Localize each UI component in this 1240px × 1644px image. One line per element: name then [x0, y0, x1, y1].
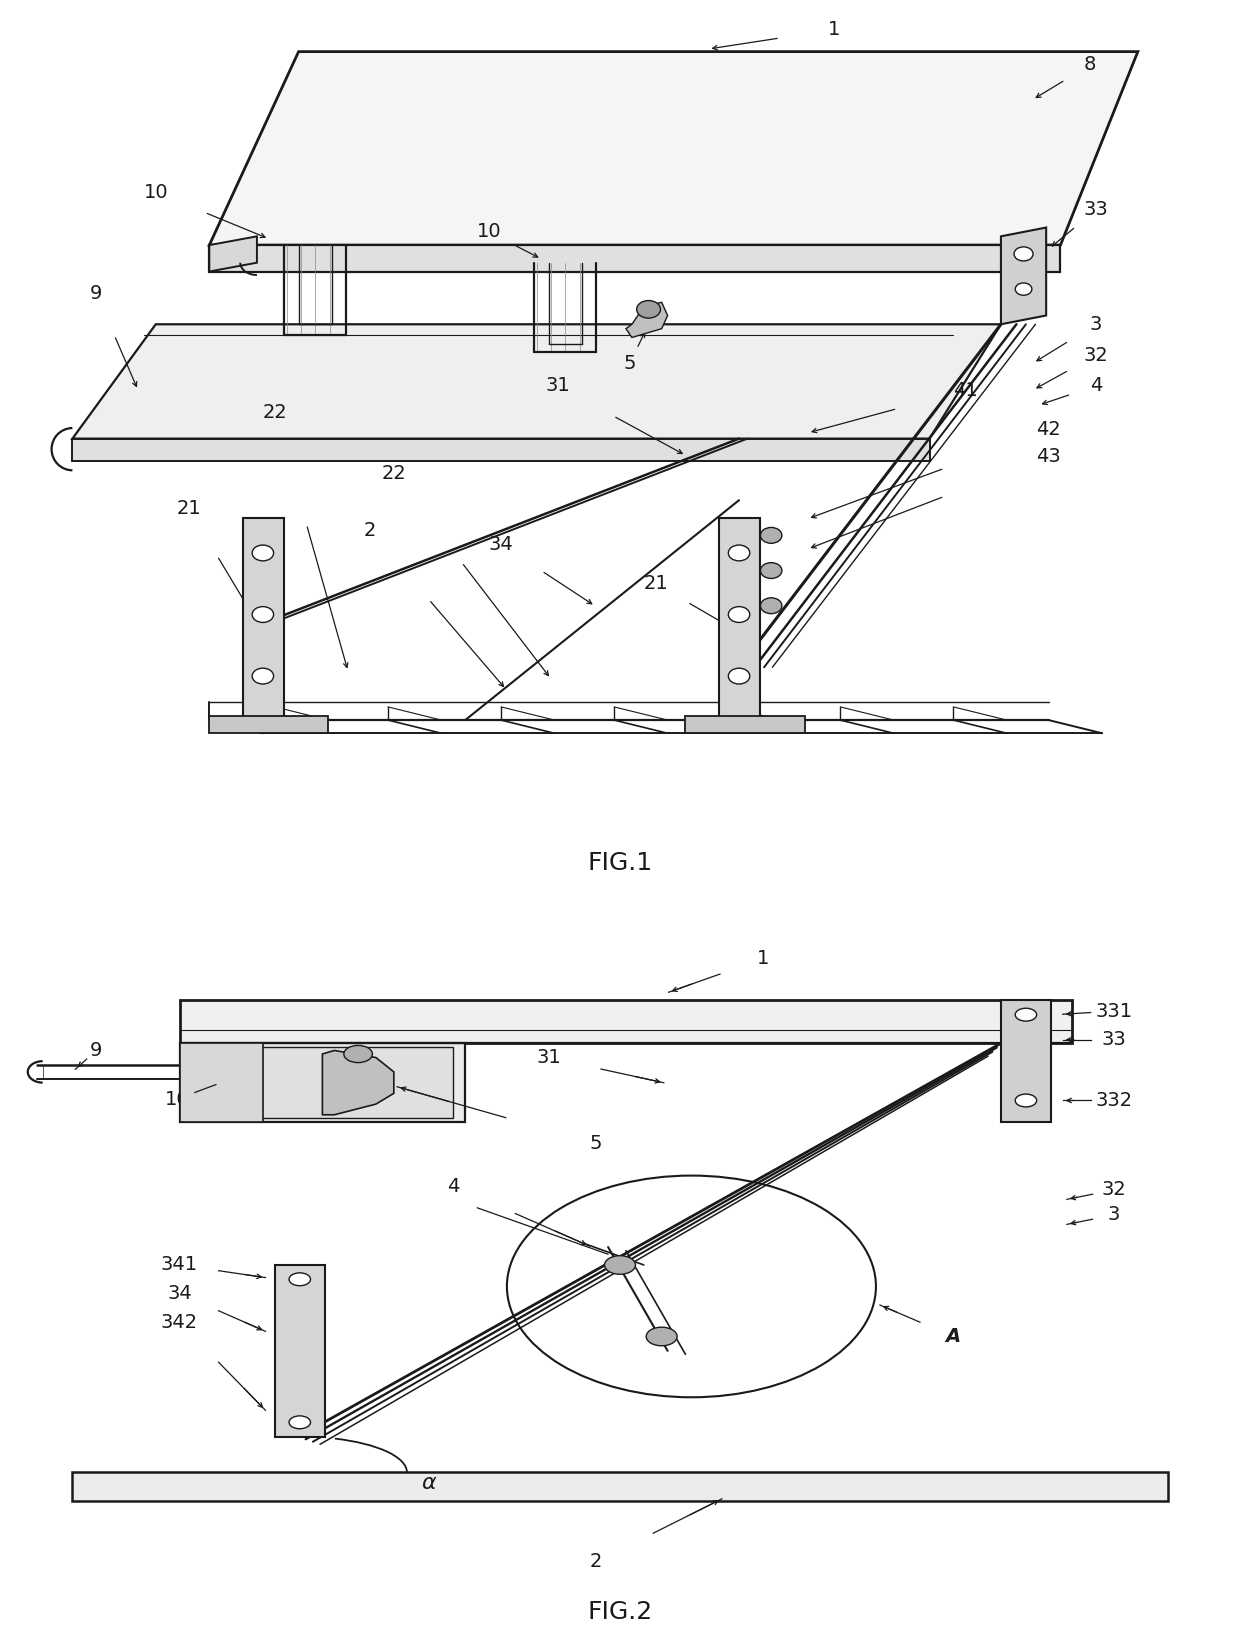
Text: 331: 331 [1095, 1001, 1132, 1021]
Circle shape [728, 667, 750, 684]
Text: 4: 4 [1090, 376, 1102, 395]
Text: 10: 10 [144, 182, 169, 202]
Text: 9: 9 [91, 1041, 103, 1060]
Text: FIG.2: FIG.2 [588, 1600, 652, 1624]
Polygon shape [210, 245, 1060, 271]
Text: 341: 341 [161, 1256, 198, 1274]
Polygon shape [180, 1044, 263, 1121]
Text: FIG.1: FIG.1 [588, 850, 652, 875]
Text: 34: 34 [167, 1284, 192, 1304]
Circle shape [605, 1256, 635, 1274]
Text: 22: 22 [263, 403, 288, 423]
Polygon shape [626, 302, 667, 337]
Text: 33: 33 [1101, 1031, 1126, 1049]
Text: 42: 42 [1037, 421, 1061, 439]
Polygon shape [210, 51, 1138, 245]
Polygon shape [275, 1264, 325, 1437]
Polygon shape [72, 1473, 1168, 1501]
Text: 1: 1 [828, 20, 841, 39]
Text: $\alpha$: $\alpha$ [422, 1473, 438, 1493]
Text: 5: 5 [590, 1134, 603, 1152]
Circle shape [1014, 247, 1033, 261]
Text: 32: 32 [1101, 1180, 1126, 1200]
Polygon shape [243, 518, 284, 720]
Circle shape [252, 667, 274, 684]
Text: 2: 2 [363, 521, 376, 541]
Text: 31: 31 [546, 376, 570, 395]
Text: 22: 22 [382, 464, 407, 483]
Polygon shape [210, 715, 329, 733]
Text: 4: 4 [448, 1177, 460, 1195]
Text: 1: 1 [756, 949, 769, 968]
Polygon shape [719, 518, 760, 720]
Text: 43: 43 [1037, 447, 1061, 465]
Text: 31: 31 [536, 1049, 560, 1067]
Circle shape [728, 546, 750, 561]
Text: 8: 8 [1084, 56, 1096, 74]
Text: A: A [946, 1327, 961, 1346]
Circle shape [728, 607, 750, 623]
Text: 9: 9 [91, 284, 103, 302]
Circle shape [760, 598, 782, 613]
Circle shape [760, 528, 782, 543]
Circle shape [343, 1046, 372, 1062]
Text: 5: 5 [624, 355, 636, 373]
Polygon shape [210, 237, 257, 271]
Circle shape [1016, 283, 1032, 296]
Circle shape [289, 1272, 310, 1286]
Text: 41: 41 [952, 381, 977, 399]
Circle shape [252, 607, 274, 623]
Text: 2: 2 [590, 1552, 603, 1572]
Polygon shape [180, 1000, 1073, 1044]
Circle shape [760, 562, 782, 579]
Circle shape [1016, 1008, 1037, 1021]
Polygon shape [180, 1044, 465, 1121]
Circle shape [252, 546, 274, 561]
Text: 21: 21 [177, 500, 201, 518]
Circle shape [646, 1327, 677, 1346]
Polygon shape [72, 324, 1001, 439]
Text: 34: 34 [489, 534, 513, 554]
Polygon shape [72, 439, 930, 460]
Circle shape [1016, 1093, 1037, 1106]
Text: 10: 10 [165, 1090, 190, 1108]
Text: 10: 10 [476, 222, 501, 242]
Polygon shape [322, 1051, 394, 1115]
Text: 33: 33 [1084, 201, 1109, 219]
Text: 21: 21 [644, 574, 668, 593]
Polygon shape [1001, 1000, 1052, 1121]
Text: 332: 332 [1095, 1092, 1132, 1110]
Text: 3: 3 [1107, 1205, 1120, 1225]
Polygon shape [203, 1047, 454, 1118]
Polygon shape [686, 715, 805, 733]
Circle shape [289, 1415, 310, 1429]
Circle shape [636, 301, 661, 319]
Polygon shape [1001, 227, 1047, 324]
Text: 32: 32 [1084, 345, 1109, 365]
Text: 3: 3 [1090, 314, 1102, 334]
Text: 342: 342 [161, 1312, 198, 1332]
